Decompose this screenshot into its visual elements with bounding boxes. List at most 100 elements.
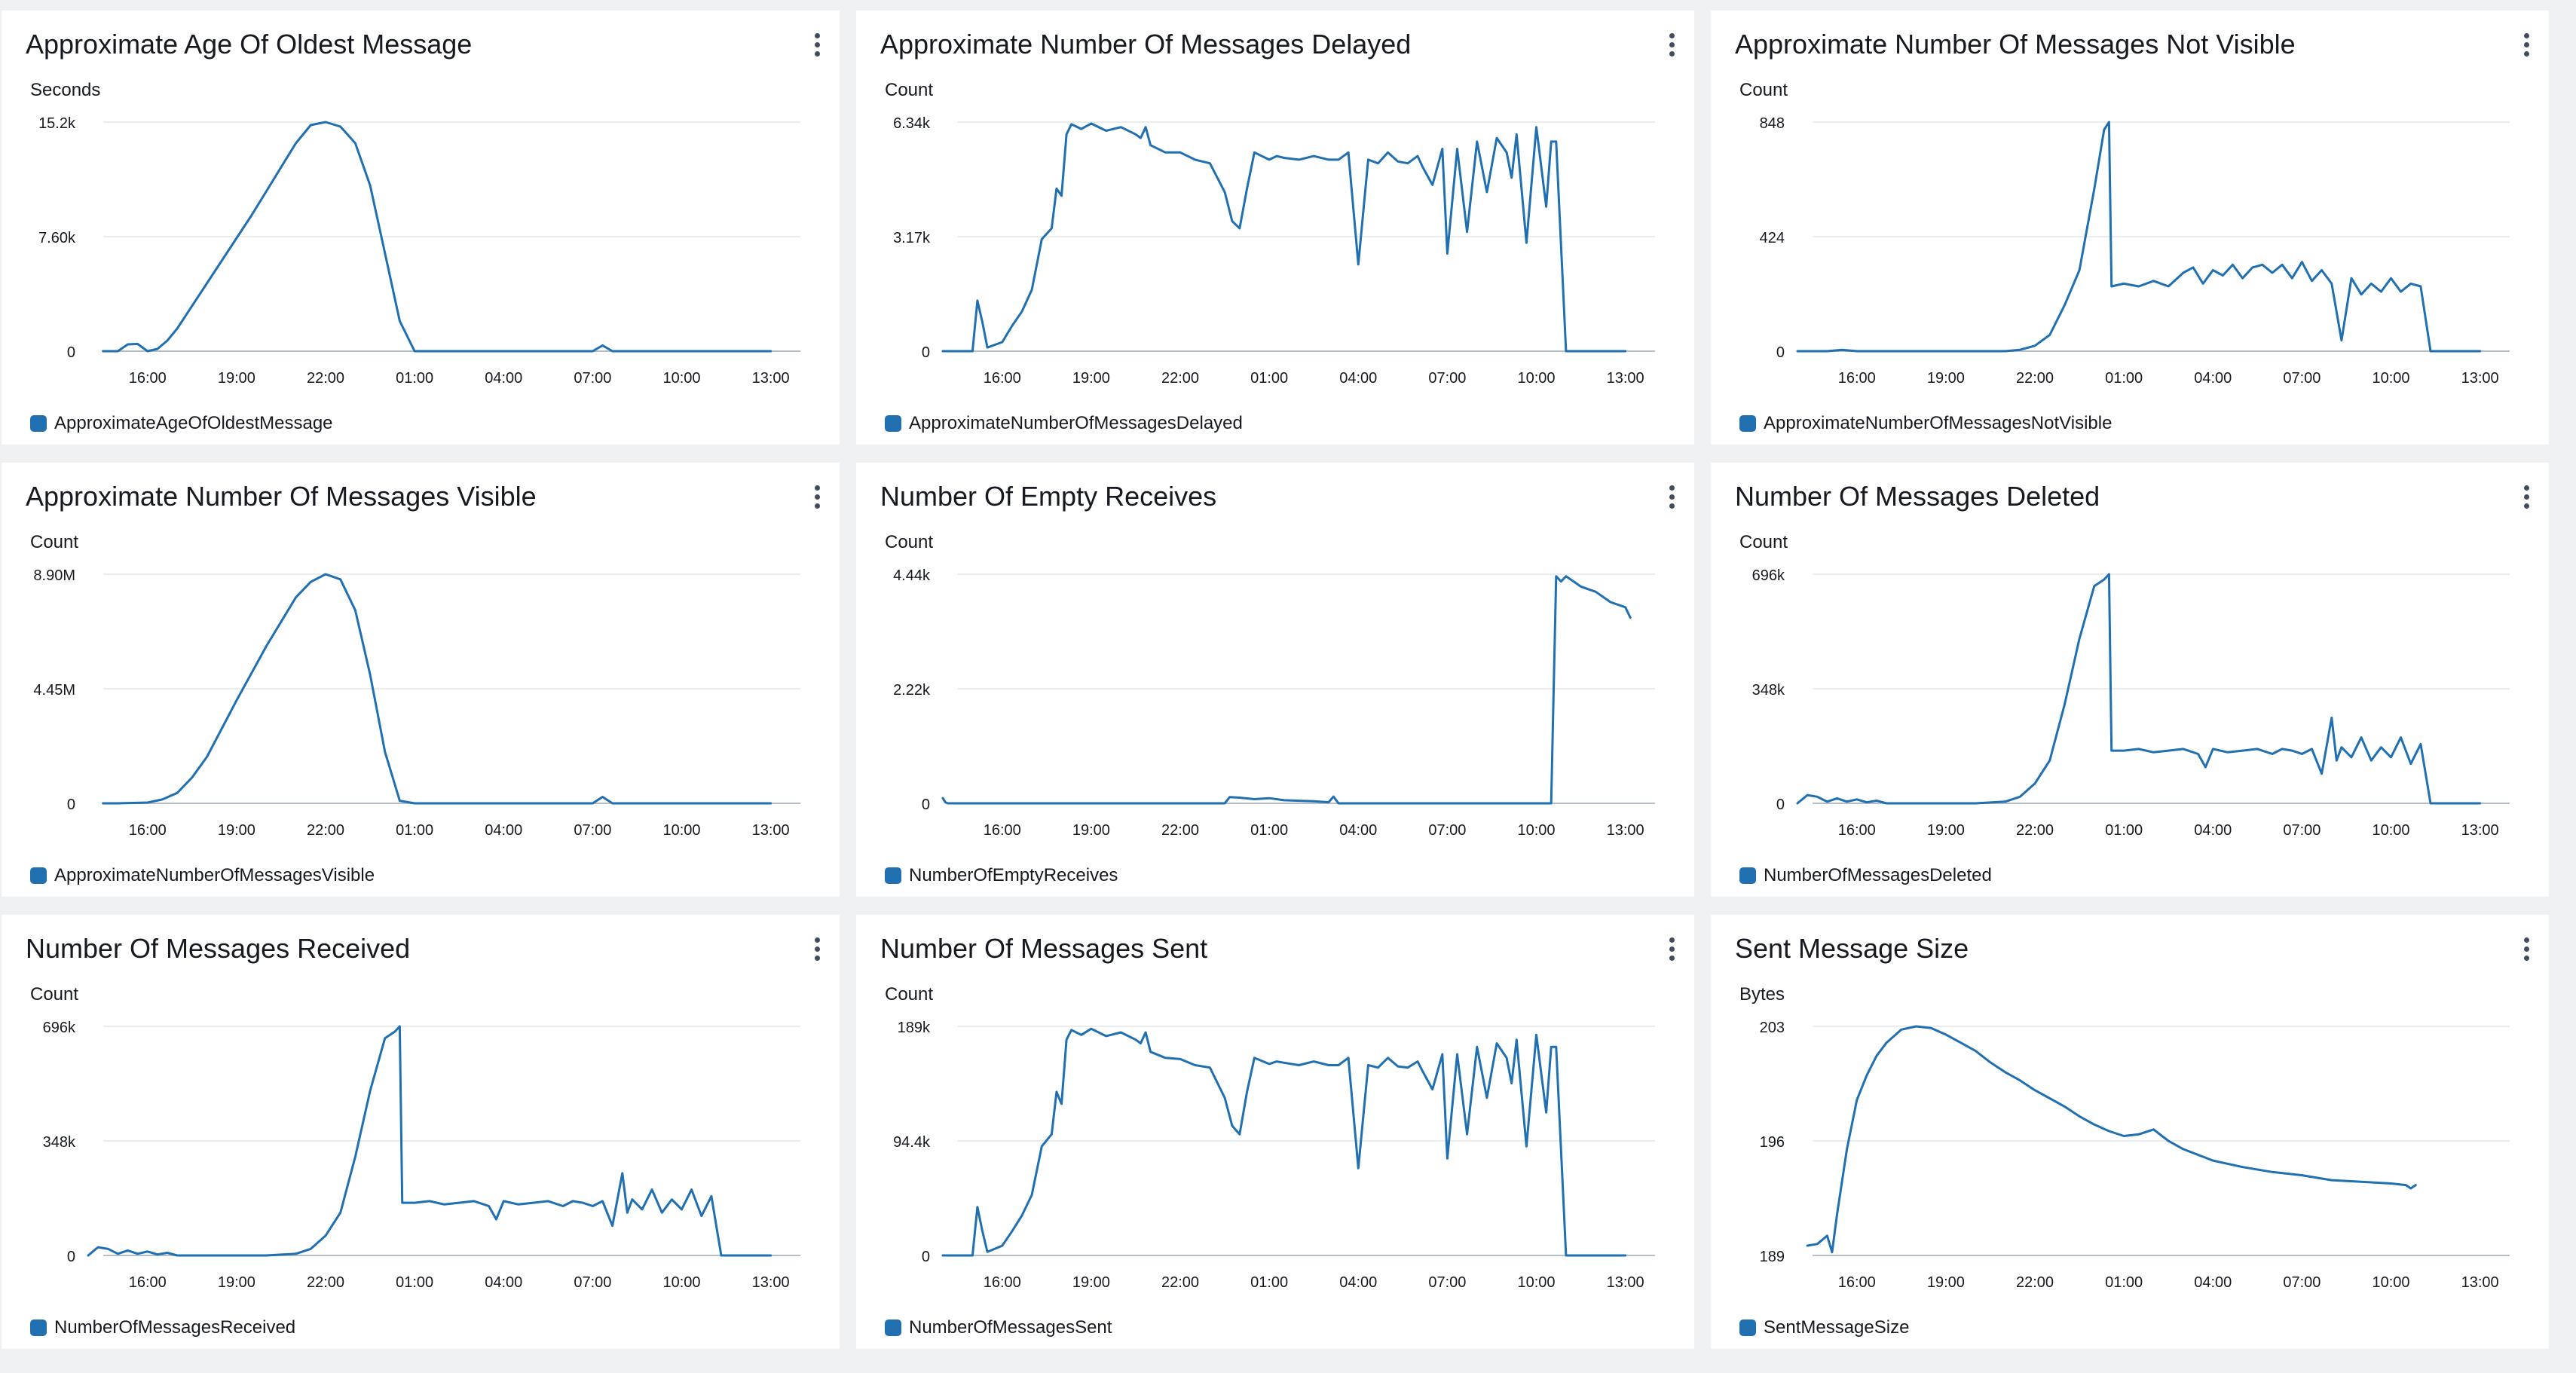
- x-tick-label: 10:00: [1517, 1274, 1555, 1291]
- x-tick-label: 19:00: [1072, 370, 1110, 387]
- y-tick-label: 696k: [43, 1020, 76, 1036]
- legend-swatch: [30, 1319, 47, 1336]
- line-chart[interactable]: 4.44k 2.22k 0 16:00 19:00 22:00 01:00 04:00 07:0…: [856, 463, 1694, 897]
- y-axis-unit-label: Count: [885, 984, 934, 1005]
- legend-item[interactable]: NumberOfMessagesDeleted: [1739, 865, 1992, 886]
- x-tick-label: 16:00: [1838, 822, 1876, 839]
- x-tick-label: 01:00: [1250, 1274, 1288, 1291]
- legend-item[interactable]: NumberOfMessagesSent: [885, 1317, 1112, 1338]
- more-vertical-icon[interactable]: [1663, 936, 1681, 963]
- y-tick-label: 0: [67, 344, 75, 361]
- legend-label: NumberOfEmptyReceives: [909, 865, 1118, 885]
- x-tick-label: 07:00: [1428, 822, 1466, 839]
- x-tick-label: 22:00: [1161, 1274, 1199, 1291]
- x-tick-label: 10:00: [2372, 822, 2409, 839]
- y-tick-label: 848: [1760, 115, 1785, 132]
- chart-panel-messages-not-visible: Approximate Number Of Messages Not Visib…: [1711, 11, 2549, 445]
- legend-item[interactable]: SentMessageSize: [1739, 1317, 1909, 1338]
- panel-title: Approximate Number Of Messages Visible: [26, 481, 537, 512]
- legend-label: ApproximateNumberOfMessagesDelayed: [909, 413, 1243, 433]
- x-tick-label: 16:00: [984, 1274, 1021, 1291]
- legend-swatch: [885, 1319, 901, 1336]
- legend-item[interactable]: NumberOfMessagesReceived: [30, 1317, 295, 1338]
- legend-swatch: [30, 415, 47, 432]
- x-tick-label: 04:00: [485, 370, 522, 387]
- x-tick-label: 10:00: [662, 370, 700, 387]
- series-line[interactable]: [1806, 1025, 2417, 1254]
- line-chart[interactable]: 848 424 0 16:00 19:00 22:00 01:00 04:00 07:00 10:…: [1711, 11, 2549, 445]
- y-tick-label: 2.22k: [893, 682, 931, 699]
- more-vertical-icon[interactable]: [2517, 936, 2535, 963]
- series-line[interactable]: [87, 1025, 772, 1257]
- legend-item[interactable]: ApproximateNumberOfMessagesVisible: [30, 865, 375, 886]
- x-tick-label: 04:00: [485, 822, 522, 839]
- line-chart[interactable]: 696k 348k 0 16:00 19:00 22:00 01:00 04:00 07:00 1…: [2, 915, 840, 1349]
- more-vertical-icon[interactable]: [808, 936, 826, 963]
- line-chart[interactable]: 6.34k 3.17k 0 16:00 19:00 22:00 01:00 04:00 07:0…: [856, 11, 1694, 445]
- chart-panel-messages-received: Number Of Messages Received Count 696k 34…: [2, 915, 840, 1349]
- more-vertical-icon[interactable]: [808, 484, 826, 511]
- y-tick-label: 0: [1776, 344, 1785, 361]
- legend-label: NumberOfMessagesDeleted: [1764, 865, 1992, 885]
- more-vertical-icon[interactable]: [1663, 32, 1681, 59]
- line-chart[interactable]: 203 196 189 16:00 19:00 22:00 01:00 04:00 07:00 1…: [1711, 915, 2549, 1349]
- series-line[interactable]: [102, 573, 772, 805]
- y-tick-label: 424: [1760, 230, 1785, 246]
- y-axis-unit-label: Bytes: [1739, 984, 1785, 1005]
- x-tick-label: 04:00: [1339, 822, 1377, 839]
- more-vertical-icon[interactable]: [2517, 484, 2535, 511]
- x-tick-label: 13:00: [2461, 370, 2499, 387]
- x-tick-label: 19:00: [1927, 1274, 1965, 1291]
- x-tick-label: 04:00: [1339, 370, 1377, 387]
- y-axis-unit-label: Count: [30, 532, 79, 552]
- more-vertical-icon[interactable]: [808, 32, 826, 59]
- series-line[interactable]: [1796, 573, 2482, 805]
- more-vertical-icon[interactable]: [2517, 32, 2535, 59]
- legend-label: NumberOfMessagesReceived: [54, 1317, 296, 1338]
- x-tick-label: 16:00: [129, 1274, 167, 1291]
- legend-item[interactable]: ApproximateAgeOfOldestMessage: [30, 413, 333, 434]
- y-axis-unit-label: Seconds: [30, 80, 101, 100]
- x-tick-label: 19:00: [218, 370, 255, 387]
- legend-item[interactable]: ApproximateNumberOfMessagesNotVisible: [1739, 413, 2112, 434]
- series-line[interactable]: [1796, 121, 2482, 353]
- x-tick-label: 19:00: [1927, 370, 1965, 387]
- y-tick-label: 0: [67, 1249, 75, 1265]
- line-chart[interactable]: 696k 348k 0 16:00 19:00 22:00 01:00 04:00 07:00 1…: [1711, 463, 2549, 897]
- legend-item[interactable]: ApproximateNumberOfMessagesDelayed: [885, 413, 1243, 434]
- more-vertical-icon[interactable]: [1663, 484, 1681, 511]
- x-tick-label: 10:00: [1517, 822, 1555, 839]
- chart-panel-messages-delayed: Approximate Number Of Messages Delayed C…: [856, 11, 1694, 445]
- x-tick-label: 22:00: [307, 370, 344, 387]
- x-tick-label: 16:00: [1838, 370, 1876, 387]
- x-tick-label: 16:00: [129, 370, 167, 387]
- y-tick-label: 0: [922, 797, 930, 813]
- line-chart[interactable]: 15.2k 7.60k 0 16:00 19:00 22:00 01:00 04:00 07:0…: [2, 11, 840, 445]
- y-tick-label: 0: [922, 1249, 930, 1265]
- series-line[interactable]: [941, 122, 1627, 353]
- legend-label: ApproximateAgeOfOldestMessage: [54, 413, 333, 433]
- x-tick-label: 22:00: [2016, 370, 2054, 387]
- x-tick-label: 10:00: [2372, 370, 2409, 387]
- line-chart[interactable]: 8.90M 4.45M 0 16:00 19:00 22:00 01:00 04:00 07:0…: [2, 463, 840, 897]
- legend-label: ApproximateNumberOfMessagesVisible: [54, 865, 375, 885]
- x-tick-label: 01:00: [2105, 370, 2143, 387]
- series-line[interactable]: [941, 1027, 1627, 1257]
- legend-item[interactable]: NumberOfEmptyReceives: [885, 865, 1118, 886]
- y-tick-label: 4.45M: [33, 682, 75, 699]
- line-chart[interactable]: 189k 94.4k 0 16:00 19:00 22:00 01:00 04:00 07:00…: [856, 915, 1694, 1349]
- x-tick-label: 13:00: [752, 370, 790, 387]
- x-tick-label: 19:00: [1927, 822, 1965, 839]
- panel-title: Approximate Number Of Messages Delayed: [880, 29, 1412, 60]
- series-line[interactable]: [941, 575, 1632, 805]
- y-tick-label: 348k: [43, 1134, 76, 1151]
- x-tick-label: 22:00: [307, 1274, 344, 1291]
- x-tick-label: 16:00: [984, 822, 1021, 839]
- x-tick-label: 22:00: [2016, 822, 2054, 839]
- x-tick-label: 19:00: [1072, 822, 1110, 839]
- y-tick-label: 0: [67, 797, 75, 813]
- chart-panel-messages-deleted: Number Of Messages Deleted Count 696k 348…: [1711, 463, 2549, 897]
- x-tick-label: 07:00: [2283, 1274, 2321, 1291]
- y-tick-label: 15.2k: [38, 115, 76, 132]
- series-line[interactable]: [102, 121, 772, 353]
